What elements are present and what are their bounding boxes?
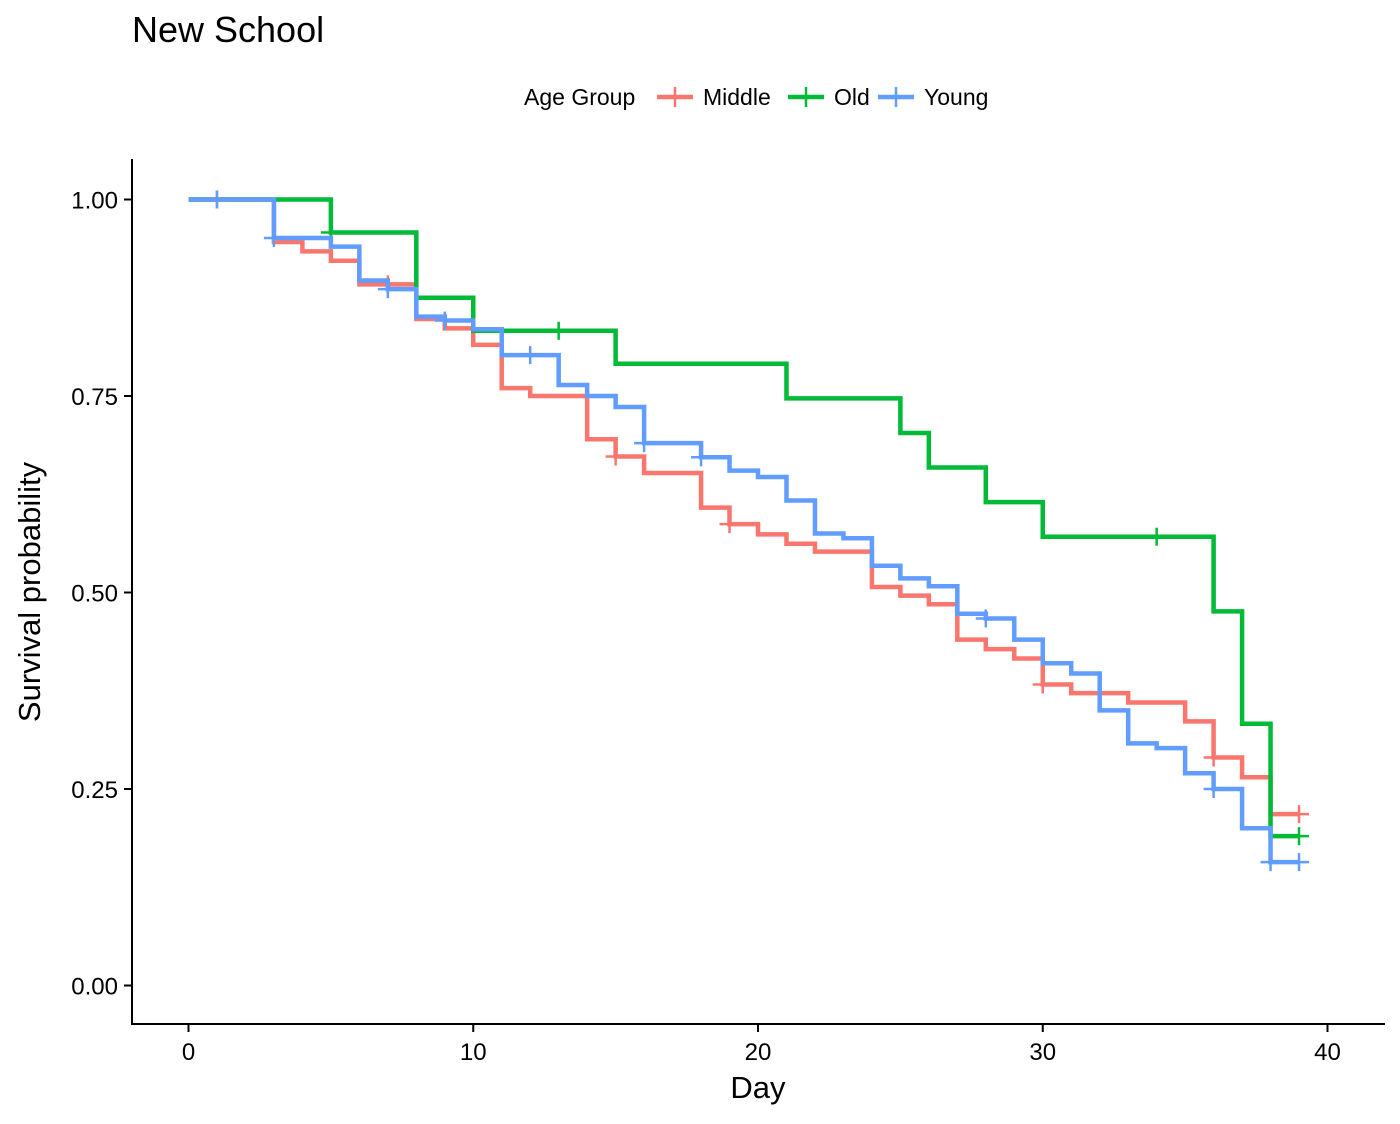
x-axis-label: Day <box>730 1070 786 1105</box>
series-old <box>188 197 1310 846</box>
censor-mark-young <box>1203 780 1224 798</box>
censor-mark-young <box>975 609 996 628</box>
series-young <box>188 190 1310 872</box>
legend-title: Age Group <box>524 84 635 110</box>
legend: Age Group Middle Old Young <box>524 84 988 110</box>
censor-mark-old <box>1289 827 1310 846</box>
censor-mark-middle <box>719 515 740 534</box>
legend-label-young: Young <box>924 84 988 110</box>
x-tick-label: 30 <box>1029 1039 1056 1066</box>
censor-mark-young <box>691 448 712 467</box>
legend-label-middle: Middle <box>703 84 771 110</box>
legend-item-middle: Middle <box>657 84 771 110</box>
chart-title: New School <box>132 9 324 50</box>
censor-mark-young <box>634 434 655 453</box>
x-tick-label: 40 <box>1314 1039 1341 1066</box>
censor-mark-middle <box>1289 805 1310 824</box>
censor-mark-young <box>377 280 398 299</box>
censor-mark-young <box>434 311 455 330</box>
censor-mark-middle <box>605 447 626 466</box>
line-young <box>188 197 1300 865</box>
line-old <box>188 197 1300 839</box>
censor-mark-young <box>520 346 541 365</box>
censor-mark-young <box>1289 853 1310 872</box>
x-tick-label: 20 <box>745 1039 772 1066</box>
x-tick-label: 0 <box>182 1039 195 1066</box>
y-tick-label: 0.75 <box>71 384 118 411</box>
legend-label-old: Old <box>834 84 870 110</box>
censor-mark-old <box>548 321 569 340</box>
axes: 0.00 0.25 0.50 0.75 1.00 0 10 20 30 40 <box>71 159 1385 1066</box>
x-tick-label: 10 <box>460 1039 487 1066</box>
censor-mark-middle <box>1203 748 1224 767</box>
censor-mark-young <box>1260 853 1281 872</box>
legend-item-young: Young <box>878 84 988 110</box>
y-tick-label: 0.50 <box>71 581 118 608</box>
y-axis-label: Survival probability <box>12 461 47 722</box>
legend-item-old: Old <box>788 84 870 110</box>
series-middle <box>188 190 1310 824</box>
series-layer <box>188 190 1310 872</box>
line-middle <box>188 197 1300 817</box>
censor-mark-old <box>1146 527 1167 546</box>
censor-mark-young <box>206 190 227 209</box>
y-tick-label: 0.25 <box>71 777 118 804</box>
censor-mark-young <box>263 229 284 248</box>
y-tick-label: 0.00 <box>71 974 118 1001</box>
y-tick-label: 1.00 <box>71 188 118 215</box>
censor-mark-middle <box>1032 675 1053 694</box>
